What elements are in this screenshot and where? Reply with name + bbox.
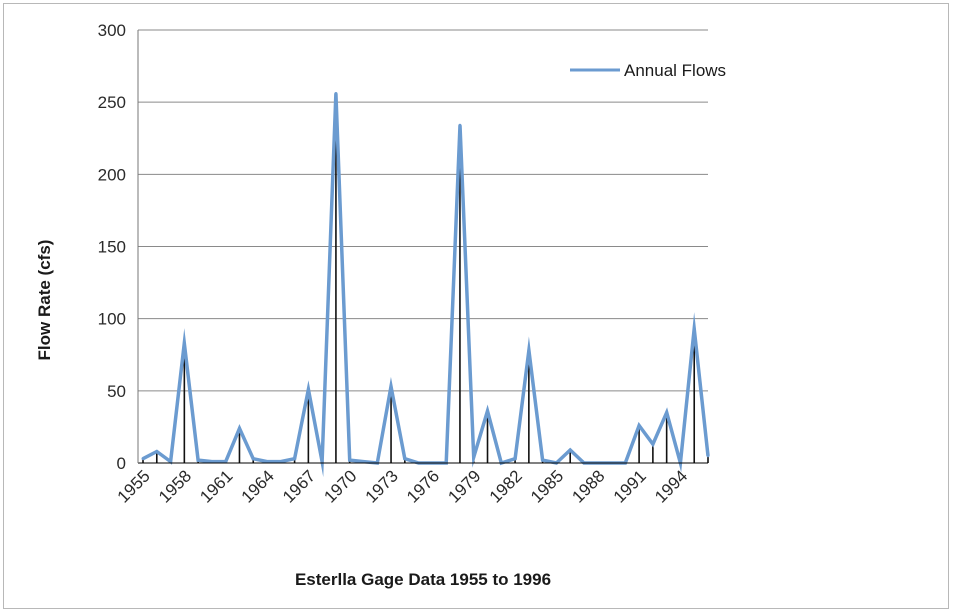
data-point — [706, 454, 710, 458]
data-point — [458, 123, 462, 127]
y-axis-title: Flow Rate (cfs) — [35, 240, 54, 361]
data-point — [320, 460, 324, 464]
x-tick-label: 1964 — [238, 466, 278, 506]
data-point — [637, 423, 641, 427]
data-point — [472, 455, 476, 459]
data-point — [210, 460, 214, 464]
data-point — [486, 409, 490, 413]
x-tick-label: 1988 — [568, 466, 608, 506]
data-point — [389, 385, 393, 389]
x-tick-label: 1994 — [651, 466, 691, 506]
data-point — [182, 341, 186, 345]
series-annual-flows — [141, 92, 710, 478]
x-tick-label: 1985 — [527, 466, 567, 506]
x-tick-label: 1967 — [279, 466, 319, 506]
y-tick-label: 150 — [98, 238, 126, 257]
data-point — [513, 457, 517, 461]
data-point — [568, 448, 572, 452]
data-point — [141, 457, 145, 461]
x-axis-title: Esterlla Gage Data 1955 to 1996 — [295, 570, 551, 589]
x-tick-label: 1973 — [362, 466, 402, 506]
data-point — [293, 457, 297, 461]
data-point — [155, 449, 159, 453]
data-point — [665, 410, 669, 414]
x-tick-label: 1979 — [444, 466, 484, 506]
x-tick-label: 1958 — [155, 466, 195, 506]
y-tick-label: 250 — [98, 93, 126, 112]
data-point — [224, 460, 228, 464]
data-point — [527, 348, 531, 352]
data-point — [265, 460, 269, 464]
grid-lines — [138, 29, 708, 392]
y-axis-ticks: 0 50 100 150 200 250 300 — [98, 21, 126, 473]
data-point — [334, 92, 338, 96]
x-tick-label: 1961 — [196, 466, 236, 506]
legend-label: Annual Flows — [624, 61, 726, 80]
x-tick-label: 1976 — [403, 466, 443, 506]
data-point — [251, 457, 255, 461]
drop-lines — [142, 93, 709, 463]
chart-frame — [3, 3, 949, 609]
data-point — [348, 458, 352, 462]
data-point — [651, 442, 655, 446]
data-point — [541, 458, 545, 462]
data-point — [196, 458, 200, 462]
y-tick-label: 0 — [117, 454, 126, 473]
data-point — [692, 327, 696, 331]
y-tick-label: 100 — [98, 310, 126, 329]
x-tick-label: 1982 — [486, 466, 526, 506]
data-point — [237, 426, 241, 430]
x-axis-ticks: 1955 1958 1961 1964 1967 1970 1973 1976 1979 1982… — [114, 466, 692, 506]
data-point — [361, 460, 365, 464]
y-tick-label: 200 — [98, 165, 126, 184]
data-point — [306, 387, 310, 391]
y-tick-label: 50 — [107, 382, 126, 401]
y-tick-label: 300 — [98, 21, 126, 40]
x-tick-label: 1991 — [610, 466, 650, 506]
data-point — [279, 460, 283, 464]
x-tick-label: 1970 — [320, 466, 360, 506]
legend: Annual Flows — [570, 61, 726, 80]
series-line — [142, 93, 710, 478]
data-point — [403, 457, 407, 461]
data-point — [169, 460, 173, 464]
